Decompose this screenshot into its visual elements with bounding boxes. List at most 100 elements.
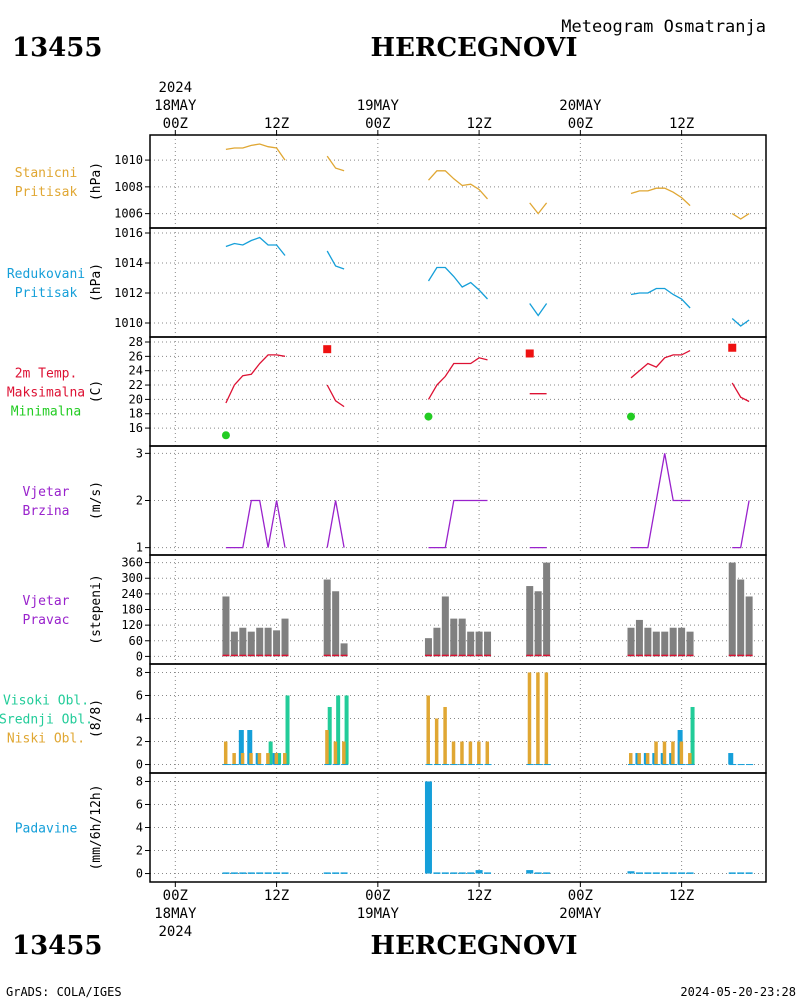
direction-bar <box>543 562 551 657</box>
y-tick-label: 1 <box>136 541 143 555</box>
high-cloud-bar <box>336 695 341 765</box>
direction-bar <box>669 627 677 657</box>
time-hour-label: 00Z <box>568 888 593 904</box>
time-day-label: 20MAY <box>559 906 602 922</box>
direction-bar <box>458 618 466 657</box>
series-line <box>225 143 286 161</box>
y-tick-label: 0 <box>136 867 143 881</box>
max-temp-marker <box>525 349 534 358</box>
time-year-label: 2024 <box>158 924 192 940</box>
time-day-label: 18MAY <box>154 98 197 114</box>
y-tick-label: 2 <box>136 494 143 508</box>
low-cloud-bar <box>477 741 481 765</box>
series-line <box>326 250 345 270</box>
low-cloud-bar <box>274 753 279 765</box>
direction-bar <box>256 627 264 657</box>
direction-bar <box>281 618 289 657</box>
min-temp-marker <box>626 412 635 421</box>
precip-bar <box>686 872 694 874</box>
precip-bar <box>737 872 745 874</box>
y-tick-label: 26 <box>129 349 143 363</box>
low-cloud-bar <box>654 741 658 765</box>
low-cloud-bar <box>266 753 270 765</box>
precip-bar <box>424 781 432 874</box>
precip-bar <box>644 872 652 874</box>
panel-label: Minimalna <box>11 405 81 420</box>
y-tick-label: 22 <box>129 378 143 392</box>
low-cloud-bar <box>662 741 667 765</box>
series-line <box>630 287 691 309</box>
time-day-label: 19MAY <box>357 906 400 922</box>
direction-bar <box>644 627 652 657</box>
y-tick-label: 120 <box>121 618 143 632</box>
time-hour-label: 12Z <box>669 888 694 904</box>
series-line <box>427 266 488 300</box>
precip-bar <box>256 872 264 874</box>
y-tick-label: 180 <box>121 603 143 617</box>
series-line <box>225 499 286 549</box>
panel-label: Stanicni <box>15 166 78 181</box>
y-tick-label: 6 <box>136 797 143 811</box>
direction-bar <box>450 618 458 657</box>
low-cloud-bar <box>232 753 236 765</box>
direction-bar <box>652 631 660 657</box>
direction-bar <box>635 619 643 657</box>
y-tick-label: 1014 <box>114 256 143 270</box>
low-cloud-bar <box>249 753 253 765</box>
direction-bar <box>433 627 441 657</box>
time-hour-label: 12Z <box>264 888 289 904</box>
direction-bar <box>678 627 686 657</box>
direction-bar <box>484 631 492 657</box>
low-cloud-bar <box>333 741 338 765</box>
y-tick-label: 60 <box>129 634 143 648</box>
direction-bar <box>745 596 753 657</box>
y-tick-label: 18 <box>129 407 143 421</box>
direction-bar <box>526 586 534 657</box>
direction-bar <box>737 579 745 657</box>
low-cloud-bar <box>283 753 287 765</box>
time-day-label: 18MAY <box>154 906 197 922</box>
y-tick-label: 4 <box>136 821 143 835</box>
low-cloud-bar <box>223 741 228 765</box>
series-line <box>326 500 345 548</box>
subtitle: Meteogram Osmatranja <box>561 17 766 37</box>
min-temp-marker <box>221 431 230 440</box>
time-hour-label: 12Z <box>264 116 289 132</box>
time-year-label: 2024 <box>158 80 192 96</box>
series-line <box>731 318 750 327</box>
low-cloud-bar <box>468 741 473 765</box>
precip-bar <box>247 872 255 874</box>
direction-bar <box>230 631 238 657</box>
low-cloud-bar <box>434 718 439 765</box>
series-line <box>427 357 488 400</box>
series-line <box>731 382 750 403</box>
precip-bar <box>745 872 753 874</box>
panel-label: Vjetar <box>23 594 70 609</box>
high-cloud-bar <box>277 753 282 765</box>
max-temp-marker <box>323 345 332 354</box>
time-hour-label: 12Z <box>466 888 491 904</box>
low-cloud-bar <box>257 753 262 765</box>
panel-label: Brzina <box>23 504 70 519</box>
low-cloud-bar <box>240 753 245 765</box>
panel-label: Redukovani <box>7 267 85 282</box>
precip-bar <box>534 872 542 874</box>
y-axis-unit: (hPa) <box>89 263 104 302</box>
low-cloud-bar <box>637 753 641 765</box>
station-id-top: 13455 <box>12 33 102 63</box>
low-cloud-bar <box>325 730 329 765</box>
low-cloud-bar <box>527 672 532 765</box>
panel-label: Pravac <box>23 613 70 628</box>
low-cloud-bar <box>451 741 456 765</box>
low-cloud-bar <box>679 741 684 765</box>
direction-bar <box>534 591 542 657</box>
y-tick-label: 1010 <box>114 316 143 330</box>
time-hour-label: 00Z <box>365 116 390 132</box>
y-axis-unit: (stepeni) <box>89 574 104 644</box>
y-tick-label: 300 <box>121 571 143 585</box>
panel-stanicni: 1006 1008 1010 (hPa) Stanicni Pritisak <box>15 134 767 229</box>
series-line <box>731 213 750 220</box>
series-line <box>428 499 488 549</box>
series-line <box>732 500 750 549</box>
